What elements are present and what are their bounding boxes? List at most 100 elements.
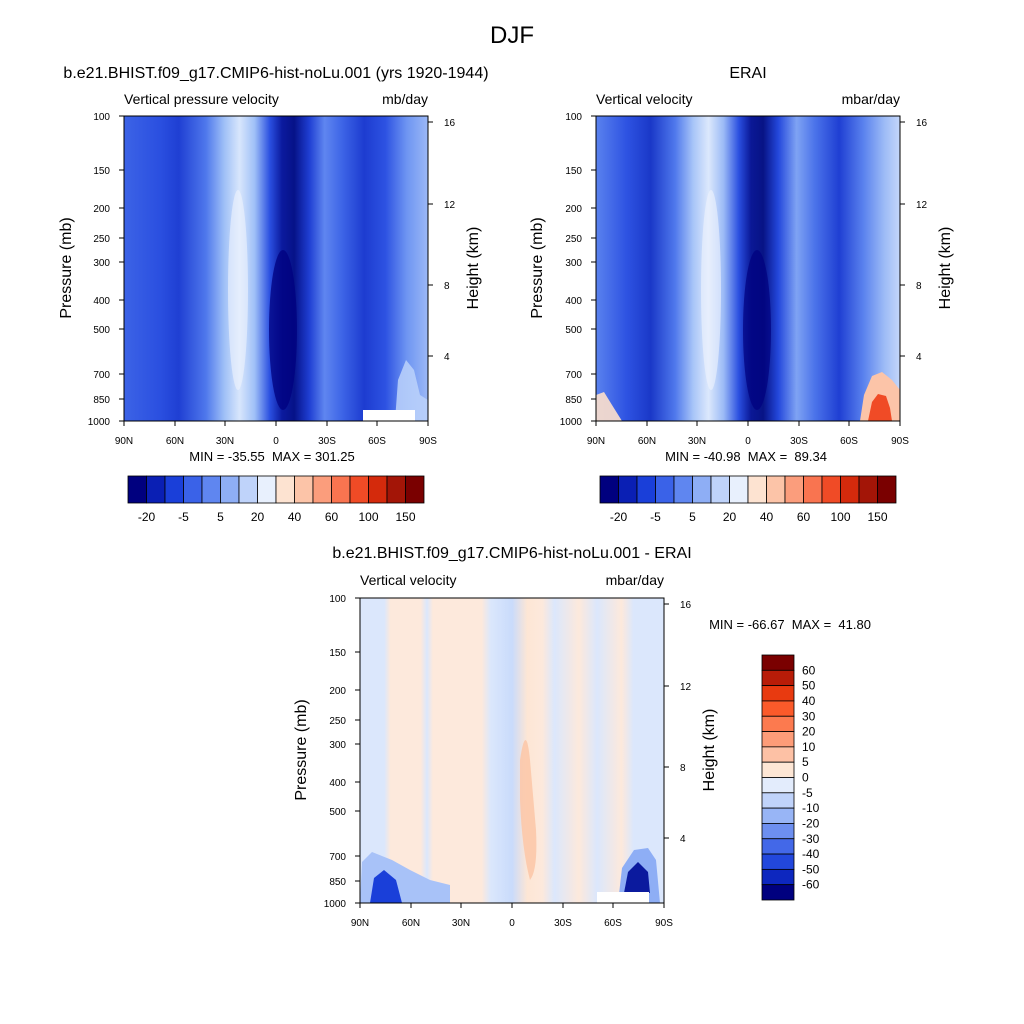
colorbar-label: 20 <box>251 510 265 524</box>
panel-subtitle-right: mbar/day <box>606 572 664 588</box>
y-tick-label: 1000 <box>88 417 111 428</box>
colorbar-swatch <box>784 475 804 504</box>
x-axis: 90N 60N 30N 0 30S 60S 90S <box>587 421 909 447</box>
y-axis-left: 100 150 200 250 300 400 500 700 850 1000… <box>58 112 124 428</box>
colorbar-label: 60 <box>802 663 816 677</box>
contour-north-core <box>370 870 402 903</box>
y-tick-label: 250 <box>93 234 110 245</box>
plot-area <box>359 597 665 904</box>
colorbar-swatch <box>220 475 240 504</box>
y-right-tick-label: 16 <box>680 600 692 611</box>
colorbar-swatch <box>761 715 795 732</box>
y-right-axis-label: Height (km) <box>465 227 482 310</box>
panel-subtitle-left: Vertical velocity <box>596 91 692 107</box>
colorbar-label: -30 <box>802 832 820 846</box>
y-tick-label: 400 <box>93 296 110 307</box>
y-tick-label: 850 <box>93 395 110 406</box>
colorbar-label: -20 <box>610 510 628 524</box>
x-tick-label: 60N <box>166 436 184 447</box>
x-tick-label: 30S <box>790 436 808 447</box>
colorbar-swatch <box>673 475 693 504</box>
x-tick-label: 90S <box>655 918 673 929</box>
y-tick-label: 100 <box>329 594 346 605</box>
plot-area <box>595 115 901 422</box>
colorbar-swatch <box>761 654 795 671</box>
y-tick-label: 150 <box>565 166 582 177</box>
colorbar-swatch <box>729 475 749 504</box>
panel-difference: b.e21.BHIST.f09_g17.CMIP6-hist-noLu.001 … <box>293 545 871 929</box>
colorbar-swatch <box>636 475 656 504</box>
contour-core <box>743 250 771 410</box>
colorbar-swatch <box>127 475 147 504</box>
y-tick-label: 700 <box>565 370 582 381</box>
y-right-axis-label: Height (km) <box>701 709 718 792</box>
colorbar-swatch <box>183 475 203 504</box>
colorbar-swatch <box>331 475 351 504</box>
y-tick-label: 850 <box>329 877 346 888</box>
colorbar-label: -5 <box>650 510 661 524</box>
y-tick-label: 300 <box>565 258 582 269</box>
y-right-tick-label: 4 <box>444 352 450 363</box>
colorbar-label: -10 <box>802 801 820 815</box>
colorbar-label: 150 <box>867 510 887 524</box>
colorbar-swatch <box>761 807 795 824</box>
y-axis-left: 100 150 200 250 300 400 500 700 850 1000… <box>529 112 596 428</box>
colorbar-swatch <box>710 475 730 504</box>
x-tick-label: 30N <box>452 918 470 929</box>
y-tick-label: 300 <box>93 258 110 269</box>
colorbar-swatch <box>692 475 712 504</box>
y-tick-label: 1000 <box>560 417 583 428</box>
x-tick-label: 60S <box>604 918 622 929</box>
y-axis-right: 16 12 8 4 Height (km) <box>900 118 954 363</box>
colorbar-label: 20 <box>723 510 737 524</box>
y-tick-label: 100 <box>565 112 582 123</box>
x-tick-label: 90S <box>891 436 909 447</box>
colorbar-swatch <box>386 475 406 504</box>
colorbar-swatch <box>761 838 795 855</box>
panel-subtitle-right: mbar/day <box>842 91 900 107</box>
figure-title: DJF <box>490 22 534 49</box>
y-tick-label: 100 <box>93 112 110 123</box>
y-tick-label: 500 <box>93 325 110 336</box>
colorbar-label: 60 <box>797 510 811 524</box>
colorbar-swatch <box>747 475 767 504</box>
colorbar-swatch <box>803 475 823 504</box>
x-tick-label: 0 <box>509 918 515 929</box>
missing-region <box>363 410 415 421</box>
colorbar: -20 -5 5 20 40 60 100 150 <box>599 475 897 524</box>
colorbar-label: -60 <box>802 878 820 892</box>
colorbar-label: 100 <box>830 510 850 524</box>
stats-label: MIN = -35.55 MAX = 301.25 <box>189 449 354 464</box>
y-right-axis-label: Height (km) <box>937 227 954 310</box>
contour-south-core <box>868 394 892 421</box>
x-tick-label: 30N <box>216 436 234 447</box>
colorbar-swatch <box>761 884 795 901</box>
colorbar-swatch <box>761 777 795 794</box>
colorbar-label: -5 <box>178 510 189 524</box>
panel-erai: ERAI Vertical velocity mbar/day 100 150 … <box>529 65 954 524</box>
y-right-tick-label: 8 <box>916 281 922 292</box>
colorbar-swatch <box>201 475 221 504</box>
contour-light-column <box>701 190 721 390</box>
y-tick-label: 1000 <box>324 899 347 910</box>
colorbar-label: 0 <box>802 771 809 785</box>
x-axis: 90N 60N 30N 0 30S 60S 90S <box>115 421 437 447</box>
colorbar-label: 10 <box>802 740 816 754</box>
colorbar-label: 150 <box>395 510 415 524</box>
colorbar-swatch <box>761 853 795 870</box>
y-right-tick-label: 8 <box>680 763 686 774</box>
panel-subtitle-left: Vertical pressure velocity <box>124 91 279 107</box>
x-tick-label: 90N <box>587 436 605 447</box>
y-axis-label: Pressure (mb) <box>58 217 75 318</box>
colorbar-swatch <box>275 475 295 504</box>
colorbar-label: 5 <box>689 510 696 524</box>
y-tick-label: 200 <box>93 204 110 215</box>
colorbar-swatch <box>655 475 675 504</box>
colorbar-label: -20 <box>138 510 156 524</box>
panel-title: ERAI <box>729 65 766 82</box>
colorbar-swatch <box>761 746 795 763</box>
colorbar-label: -5 <box>802 786 813 800</box>
colorbar-swatch <box>858 475 878 504</box>
x-tick-label: 90N <box>351 918 369 929</box>
colorbar-swatch <box>761 700 795 717</box>
